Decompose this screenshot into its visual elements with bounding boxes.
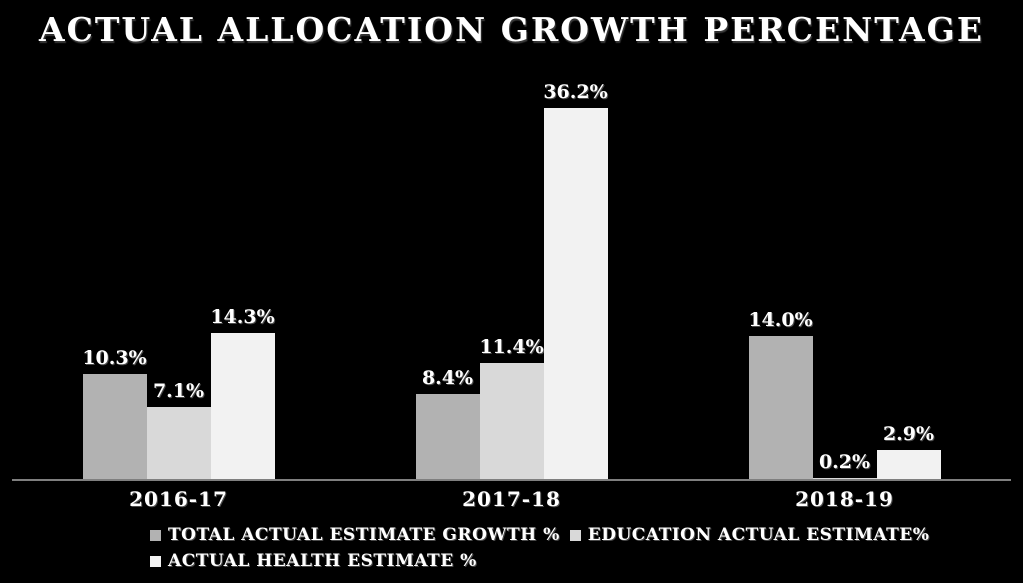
legend-label: TOTAL ACTUAL ESTIMATE GROWTH %	[168, 525, 560, 545]
bar-data-label: 0.2%	[818, 450, 871, 473]
x-axis-line	[12, 479, 1011, 481]
legend-item-series-0: TOTAL ACTUAL ESTIMATE GROWTH %	[150, 525, 560, 545]
legend-marker-icon	[150, 555, 161, 567]
bar-data-label: 36.2%	[543, 81, 608, 103]
bar-2017-18-series-2	[543, 108, 608, 480]
legend-row: TOTAL ACTUAL ESTIMATE GROWTH % EDUCATION …	[150, 522, 939, 548]
legend-marker-icon	[150, 529, 161, 541]
bar-data-label: 7.1%	[152, 380, 205, 403]
plot-area: 10.3% 7.1% 14.3% 8.4% 11.4% 36.2% 14.0% 0.2% 2.9…	[12, 0, 1011, 480]
legend-label: ACTUAL HEALTH ESTIMATE %	[168, 551, 477, 571]
bar-data-label: 10.3%	[82, 347, 147, 370]
legend-row: ACTUAL HEALTH ESTIMATE %	[150, 548, 939, 574]
category-label-2017-18: 2017-18	[462, 487, 561, 511]
bar-data-label: 14.3%	[210, 306, 275, 329]
legend-item-series-1: EDUCATION ACTUAL ESTIMATE%	[569, 525, 930, 545]
bar-data-label: 11.4%	[479, 335, 544, 358]
bar-2018-19-series-0	[748, 336, 813, 480]
legend-item-series-2: ACTUAL HEALTH ESTIMATE %	[150, 551, 477, 571]
bar-2017-18-series-1	[479, 362, 544, 480]
category-label-2016-17: 2016-17	[129, 487, 228, 511]
legend: TOTAL ACTUAL ESTIMATE GROWTH % EDUCATION …	[150, 522, 939, 574]
bar-2018-19-series-1	[812, 477, 877, 480]
bar-2016-17-series-0	[82, 374, 147, 480]
bar-2018-19-series-2	[876, 450, 941, 480]
bar-data-label: 8.4%	[421, 366, 474, 389]
bar-2017-18-series-0	[415, 393, 480, 480]
bar-data-label: 2.9%	[882, 423, 935, 446]
legend-marker-icon	[569, 529, 581, 541]
chart-title: ACTUAL ALLOCATION GROWTH PERCENTAGE	[39, 10, 984, 49]
bar-data-label: 14.0%	[748, 309, 813, 332]
bar-2016-17-series-1	[146, 407, 211, 480]
bar-2016-17-series-2	[210, 333, 275, 480]
category-label-2018-19: 2018-19	[795, 487, 894, 511]
legend-label: EDUCATION ACTUAL ESTIMATE%	[587, 525, 930, 545]
